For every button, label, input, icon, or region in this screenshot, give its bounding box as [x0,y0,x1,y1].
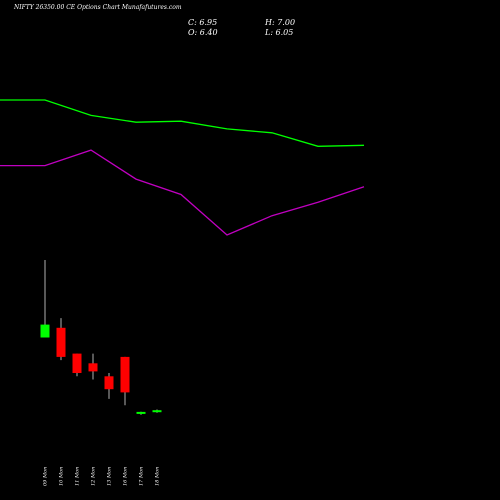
x-tick-label: 16 Mon [123,467,129,486]
candle-body [72,353,82,373]
x-tick-label: 18 Mon [155,467,161,486]
x-tick-label: 10 Mon [59,467,65,486]
close-value: C: 6.95 [188,18,218,27]
low-value: L: 6.05 [265,28,294,37]
high-value: H: 7.00 [265,18,296,27]
candle-body [56,327,66,357]
candle-body [104,376,114,390]
x-tick-label: 12 Mon [91,467,97,486]
candle-body [136,411,146,414]
candles [40,260,162,415]
candle-body [152,410,162,413]
x-tick-label: 09 Mon [43,467,49,486]
ma-long-line [0,149,365,236]
ma-short-line [0,99,365,147]
candle-body [120,356,130,393]
watermark-text: futures.com [145,4,182,11]
candle-body [88,363,98,372]
x-axis-ticks: 09 Mon 10 Mon 11 Mon 12 Mon 13 Mon 16 Mon 17 M… [43,467,161,486]
chart-title: NIFTY 26350.00 CE Options Chart Munafafu… [14,4,182,11]
moving-averages [0,99,365,236]
x-tick-label: 17 Mon [139,467,145,486]
candle-body [40,324,50,338]
x-tick-label: 13 Mon [107,467,113,486]
x-tick-label: 11 Mon [75,467,81,486]
open-value: O: 6.40 [188,28,218,37]
title-text: NIFTY 26350.00 CE Options Chart Munafa [14,4,146,11]
